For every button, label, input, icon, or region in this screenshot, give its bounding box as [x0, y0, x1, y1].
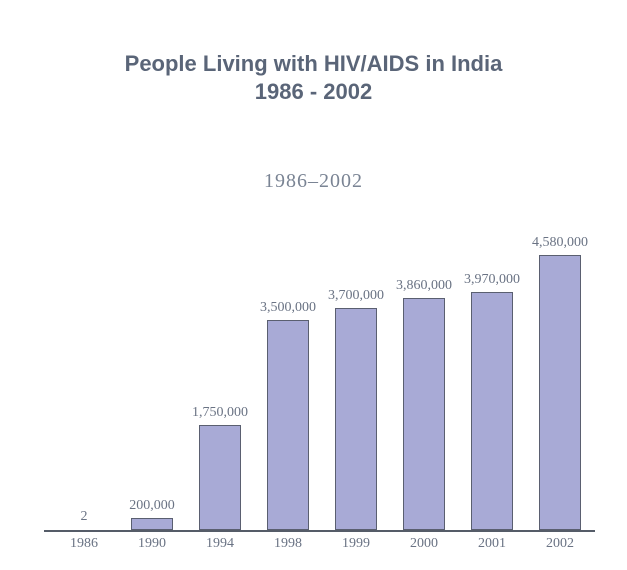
bar-slot: 3,500,0001998 — [254, 232, 322, 530]
chart-main-title-line2: 1986 - 2002 — [255, 79, 372, 104]
bar-slot: 4,580,0002002 — [526, 232, 594, 530]
bar — [199, 425, 241, 530]
bar-category-label: 1994 — [186, 530, 254, 552]
bar-value-label: 4,580,000 — [512, 235, 607, 251]
bar — [403, 298, 445, 530]
bar-slot: 1,750,0001994 — [186, 232, 254, 530]
bar — [267, 320, 309, 530]
bar — [335, 308, 377, 530]
bar-category-label: 1986 — [50, 530, 118, 552]
bar-category-label: 1998 — [254, 530, 322, 552]
bar-slot: 3,970,0002001 — [458, 232, 526, 530]
chart-main-title-line1: People Living with HIV/AIDS in India — [125, 51, 503, 76]
chart-main-title: People Living with HIV/AIDS in India 198… — [0, 50, 627, 105]
bar — [471, 292, 513, 530]
bar-slot: 200,0001990 — [118, 232, 186, 530]
bar-slot: 21986 — [50, 232, 118, 530]
bar-category-label: 1999 — [322, 530, 390, 552]
bar-category-label: 2000 — [390, 530, 458, 552]
bar-category-label: 2001 — [458, 530, 526, 552]
chart-subtitle: 1986–2002 — [0, 170, 627, 193]
bar-category-label: 1990 — [118, 530, 186, 552]
bar — [131, 518, 173, 530]
bar-slot: 3,700,0001999 — [322, 232, 390, 530]
bar-chart: 21986200,00019901,750,00019943,500,00019… — [50, 232, 595, 532]
bar-category-label: 2002 — [526, 530, 594, 552]
bar — [539, 255, 581, 530]
